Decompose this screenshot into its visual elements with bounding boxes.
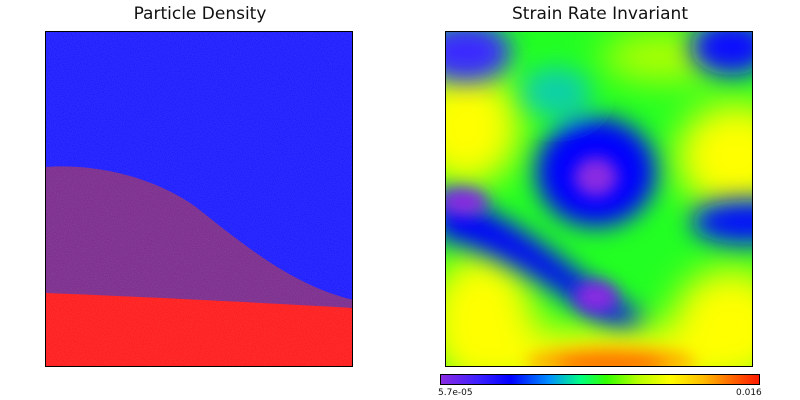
particle-density-title: Particle Density bbox=[133, 4, 267, 24]
strain-rate-plot bbox=[445, 31, 753, 367]
colorbar-max-label: 0.016 bbox=[736, 388, 762, 398]
colorbar-min-label: 5.7e-05 bbox=[438, 388, 473, 398]
particle-density-plot bbox=[45, 31, 353, 367]
strain-rate-title: Strain Rate Invariant bbox=[512, 4, 688, 24]
colorbar bbox=[440, 374, 760, 385]
